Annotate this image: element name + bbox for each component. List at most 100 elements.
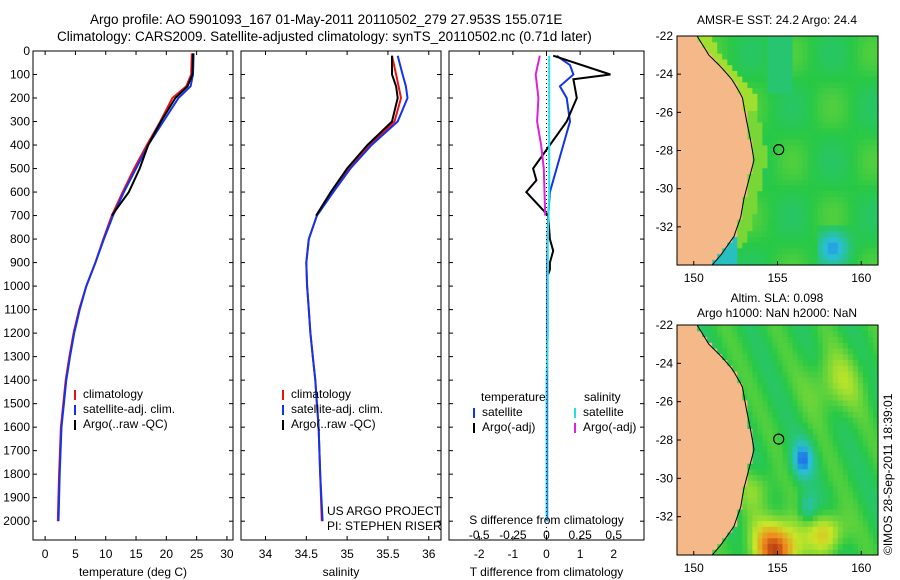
sst-map-cell	[822, 144, 829, 152]
sla-map-cell	[842, 520, 849, 527]
sla-map-land-cell	[682, 353, 688, 360]
sst-map-cell	[852, 76, 859, 83]
sst-map-cell	[817, 236, 824, 243]
difference-s-axis-label: S difference from climatology	[469, 513, 624, 527]
sst-map-cell	[757, 230, 763, 237]
sst-map-cell	[737, 87, 743, 94]
sst-map-land-cell	[692, 190, 698, 197]
sst-map-land-cell	[717, 104, 723, 111]
sst-map-land-cell	[692, 70, 698, 77]
sst-map-cell	[752, 173, 758, 180]
sla-map-cell	[787, 463, 794, 470]
sla-map-cell	[857, 543, 864, 550]
sst-map-title: AMSR-E SST: 24.2 Argo: 24.4	[697, 13, 857, 27]
sla-map-cell	[787, 480, 794, 487]
sst-map-cell	[852, 58, 859, 66]
sst-map-cell	[792, 253, 799, 260]
sst-map-cell	[762, 76, 768, 83]
sla-map-cell	[747, 399, 753, 407]
sst-map-cell	[822, 116, 829, 123]
sla-map-land-cell	[707, 445, 713, 453]
sla-map-cell	[782, 359, 789, 366]
sla-map-cell	[847, 509, 854, 516]
sst-map-cell	[782, 219, 789, 226]
sst-map-cell	[812, 190, 819, 197]
sla-map-land-cell	[707, 394, 713, 401]
sla-map-land-cell	[702, 486, 708, 493]
sst-map-land-cell	[687, 167, 693, 174]
sla-map-land-cell	[692, 348, 698, 355]
sst-map-cell	[837, 236, 844, 243]
sst-map-cell	[842, 53, 849, 60]
sla-map-cell	[807, 520, 814, 527]
sst-map-land-cell	[717, 81, 723, 89]
sla-map-land-cell	[722, 376, 728, 384]
sst-map-land-cell	[697, 219, 703, 226]
sla-map-cell	[857, 486, 864, 493]
sla-map-land-cell	[692, 434, 698, 441]
sla-map-land-cell	[687, 537, 693, 545]
sst-map-cell	[767, 236, 774, 243]
sst-map-cell	[832, 202, 839, 209]
sst-map-cell	[777, 87, 784, 94]
difference-xtick-label: 2	[610, 547, 617, 561]
sst-map-cell	[852, 242, 859, 249]
sst-map-land-cell	[692, 207, 698, 215]
sla-map-cell	[868, 422, 874, 430]
sst-map-cell	[787, 87, 794, 94]
sst-map-cell	[862, 236, 869, 243]
sla-map-cell	[747, 405, 753, 412]
sla-map-cell	[797, 388, 804, 395]
sst-map-cell	[873, 87, 879, 94]
sst-map-cell	[757, 99, 763, 106]
sla-map-cell	[757, 451, 763, 458]
sst-map-land-cell	[727, 110, 733, 117]
sla-map-cell	[827, 330, 834, 337]
sla-map-cell	[822, 359, 829, 366]
sst-map-cell	[787, 179, 794, 186]
sla-map-cell	[827, 491, 834, 499]
sst-map-cell	[752, 64, 758, 71]
sst-map-cell	[762, 133, 768, 140]
sst-map-cell	[762, 202, 768, 209]
sla-map-land-cell	[742, 405, 748, 412]
sla-map-cell	[762, 543, 768, 550]
sst-map-cell	[837, 173, 844, 180]
sst-map-cell	[717, 259, 723, 266]
sla-map-cell	[873, 445, 879, 453]
sla-map-cell	[772, 405, 779, 412]
sst-map-cell	[752, 116, 758, 123]
sla-map-cell	[807, 526, 814, 533]
sla-map-cell	[868, 428, 874, 435]
sst-map-cell	[822, 207, 829, 215]
sla-map-cell	[792, 463, 799, 470]
sla-map-cell	[862, 365, 869, 372]
sst-map-cell	[832, 247, 839, 255]
sst-map-land-cell	[687, 139, 693, 146]
sla-map-land-cell	[712, 457, 718, 464]
sst-map-cell	[847, 53, 854, 60]
sla-map-land-cell	[692, 440, 698, 447]
sla-map-land-cell	[687, 428, 693, 435]
sst-map-cell	[852, 150, 859, 157]
sst-map-cell	[787, 99, 794, 106]
sla-map-land-cell	[692, 497, 698, 504]
sst-map-land-cell	[712, 179, 718, 186]
sla-map-land-cell	[712, 417, 718, 424]
sla-map-cell	[817, 417, 824, 424]
sst-map-cell	[792, 133, 799, 140]
sst-map-ytick-label: -30	[656, 182, 674, 196]
sla-map-cell	[752, 514, 758, 522]
sst-map-cell	[832, 167, 839, 174]
sla-map-land-cell	[727, 394, 733, 401]
sst-map-cell	[842, 242, 849, 249]
sst-map-cell	[837, 87, 844, 94]
sla-map-cell	[752, 394, 758, 401]
sst-map-land-cell	[692, 99, 698, 106]
sst-map-land-cell	[697, 41, 703, 48]
sla-map-cell	[787, 549, 794, 556]
sst-map-land-cell	[717, 150, 723, 157]
sla-map-cell	[807, 486, 814, 493]
sst-map-cell	[852, 93, 859, 100]
sla-map-land-cell	[712, 440, 718, 447]
